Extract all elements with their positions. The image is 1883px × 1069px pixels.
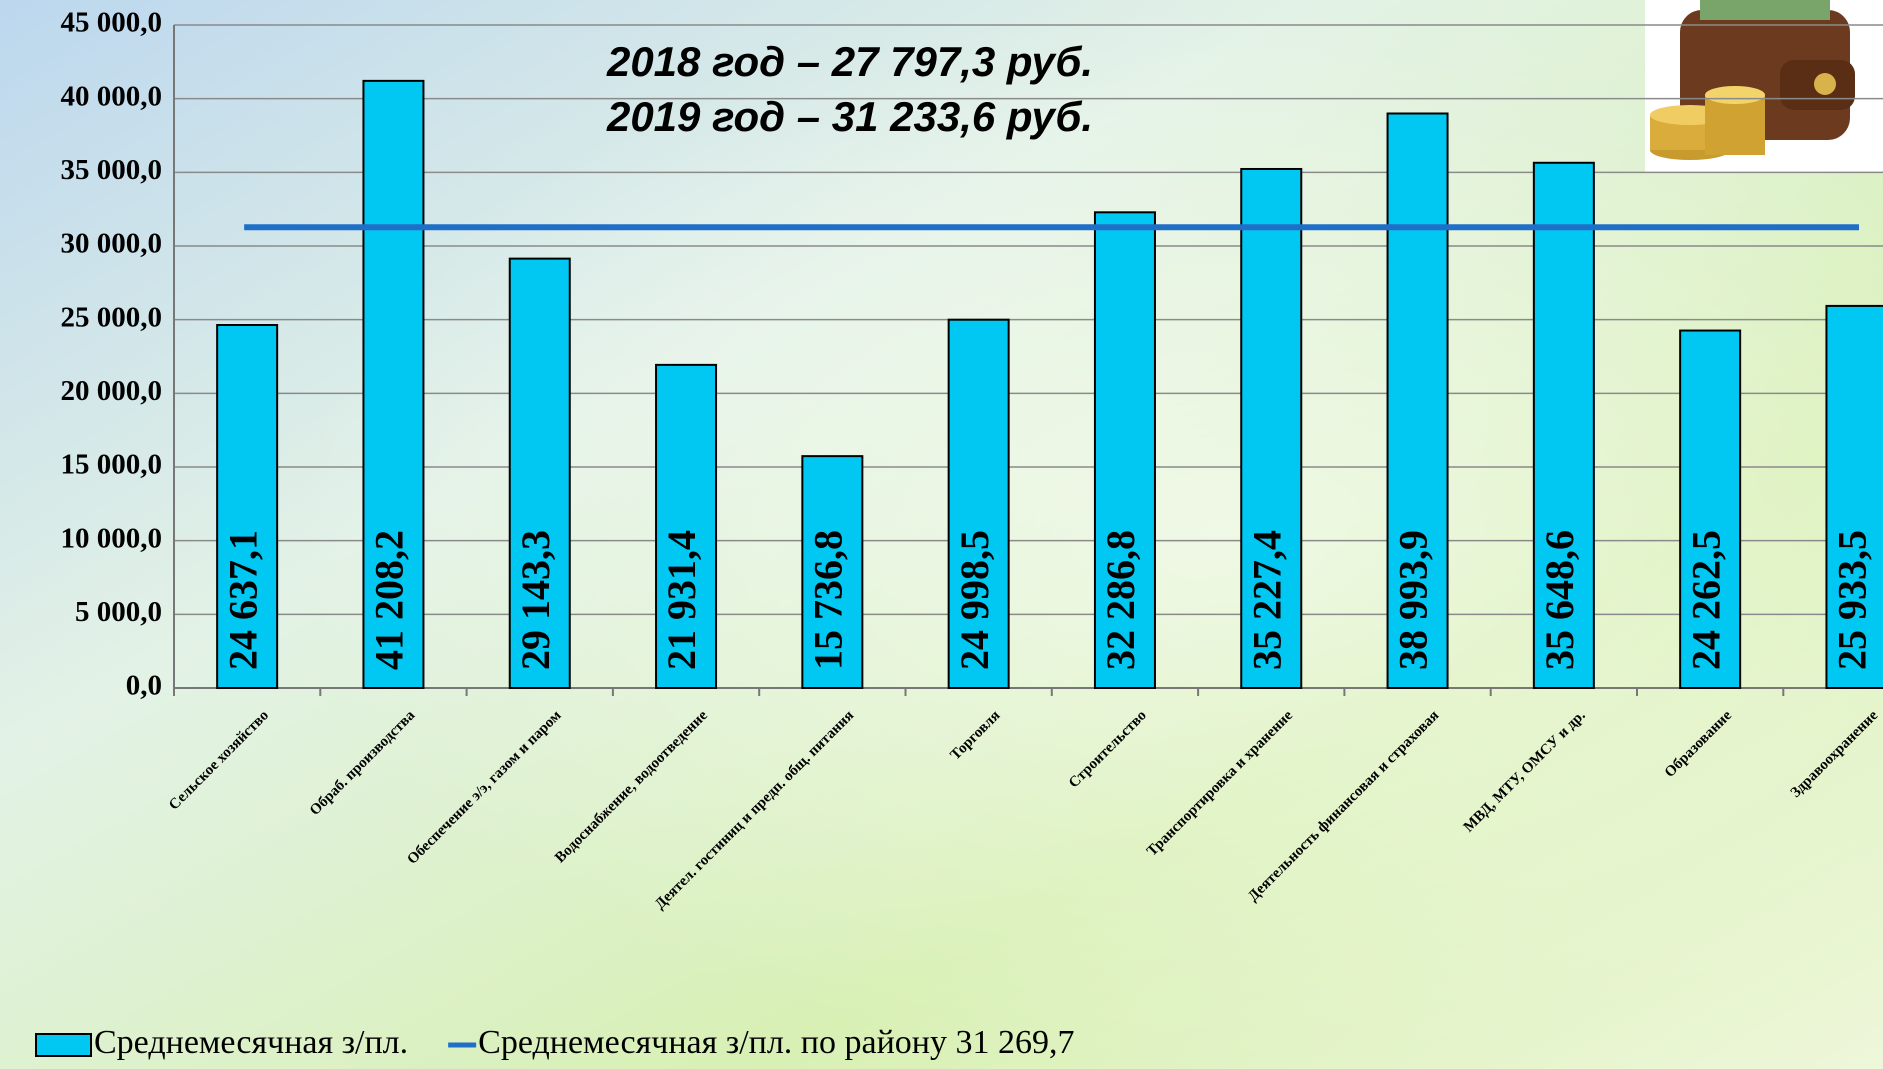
value-label: 25 933,5 <box>1830 530 1875 670</box>
y-tick-label: 45 000,0 <box>61 7 163 39</box>
y-tick-label: 5 000,0 <box>75 596 162 628</box>
value-label: 29 143,3 <box>513 530 558 670</box>
y-tick-label: 35 000,0 <box>61 154 163 186</box>
value-label: 24 262,5 <box>1683 530 1728 670</box>
y-tick-label: 30 000,0 <box>61 228 163 260</box>
y-tick-label: 10 000,0 <box>61 522 163 554</box>
value-label: 38 993,9 <box>1391 530 1436 670</box>
value-label: 24 637,1 <box>220 530 265 670</box>
value-label: 35 227,4 <box>1244 530 1289 670</box>
y-tick-label: 0,0 <box>126 670 162 702</box>
annotation: 2018 год – 27 797,3 руб. <box>606 38 1093 85</box>
y-tick-label: 40 000,0 <box>61 80 163 112</box>
value-label: 15 736,8 <box>806 530 851 670</box>
value-label: 41 208,2 <box>367 530 412 670</box>
annotation: 2019 год – 31 233,6 руб. <box>606 93 1093 140</box>
y-tick-label: 15 000,0 <box>61 449 163 481</box>
value-label: 21 931,4 <box>659 530 704 670</box>
chart: 2018 год – 27 797,3 руб. 2019 год – 31 2… <box>0 0 1883 1069</box>
background-glow <box>0 0 1883 1069</box>
y-tick-label: 20 000,0 <box>61 375 163 407</box>
legend: Среднемесячная з/пл. Среднемесячная з/пл.… <box>36 1024 1074 1061</box>
legend-label: Среднемесячная з/пл. <box>94 1024 408 1061</box>
legend-swatch <box>36 1034 91 1056</box>
y-tick-label: 25 000,0 <box>61 301 163 333</box>
legend-label: Среднемесячная з/пл. по району 31 269,7 <box>478 1024 1074 1061</box>
value-label: 35 648,6 <box>1537 530 1582 670</box>
value-label: 32 286,8 <box>1098 530 1143 670</box>
value-label: 24 998,5 <box>952 530 997 670</box>
wallet-icon <box>1645 0 1883 172</box>
